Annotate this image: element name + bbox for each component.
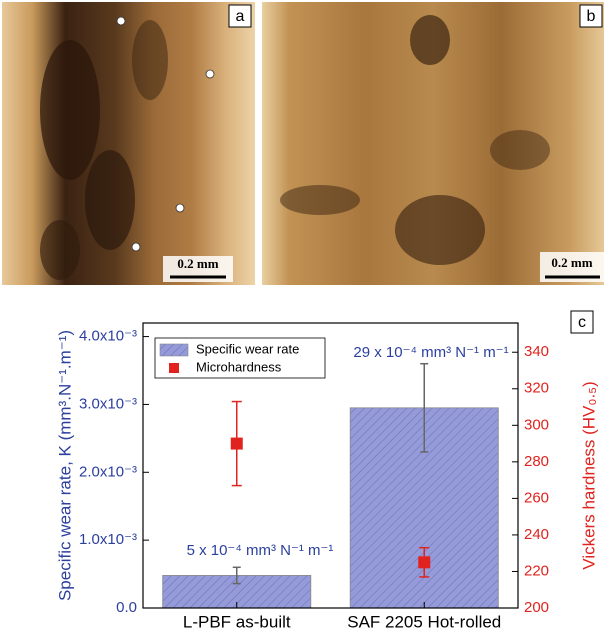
scale-bar-label: 0.2 mm — [551, 255, 592, 270]
y2-tick-label: 200 — [524, 599, 549, 616]
micrograph-a: a 0.2 mm — [2, 2, 255, 285]
point — [418, 556, 430, 568]
y-axis-label: Specific wear rate, K (mm³.N⁻¹.m⁻¹) — [55, 330, 74, 601]
legend-label: Microhardness — [196, 359, 282, 374]
x-tick-label: L-PBF as-built — [183, 612, 291, 631]
y2-tick-label: 220 — [524, 562, 549, 579]
scale-bar-label: 0.2 mm — [177, 256, 218, 271]
y2-tick-label: 340 — [524, 343, 549, 360]
y2-tick-label: 280 — [524, 453, 549, 470]
y-tick-label: 1.0x10⁻³ — [79, 531, 137, 548]
y-tick-label: 0.0 — [116, 599, 137, 616]
y-tick-label: 3.0x10⁻³ — [79, 395, 137, 412]
annotation: 29 x 10⁻⁴ mm³ N⁻¹ m⁻¹ — [353, 344, 508, 361]
y2-tick-label: 320 — [524, 380, 549, 397]
legend-label: Specific wear rate — [196, 341, 299, 356]
y2-tick-label: 240 — [524, 526, 549, 543]
y2-tick-label: 300 — [524, 416, 549, 433]
panel-label: b — [587, 8, 596, 25]
legend-swatch — [169, 363, 179, 373]
legend-swatch — [160, 344, 188, 356]
y-tick-label: 4.0x10⁻³ — [79, 328, 137, 345]
panel-label: c — [578, 314, 586, 331]
x-tick-label: SAF 2205 Hot-rolled — [347, 612, 501, 631]
chart: 0.0 1.0x10⁻³ 2.0x10⁻³ 3.0x10⁻³ 4.0x10⁻³ 200 22… — [55, 323, 598, 631]
micrograph-b: b 0.2 mm — [262, 2, 604, 285]
panel-label: a — [236, 8, 245, 25]
point — [231, 438, 243, 450]
y2-axis-label: Vickers hardness (HV₀.₅) — [579, 381, 598, 569]
y2-tick-label: 260 — [524, 489, 549, 506]
figure: a 0.2 mm b 0.2 mm c 0.0 1.0x10⁻³ 2.0x10⁻³ 3… — [0, 0, 606, 631]
y-tick-label: 2.0x10⁻³ — [79, 463, 137, 480]
annotation: 5 x 10⁻⁴ mm³ N⁻¹ m⁻¹ — [187, 542, 334, 559]
